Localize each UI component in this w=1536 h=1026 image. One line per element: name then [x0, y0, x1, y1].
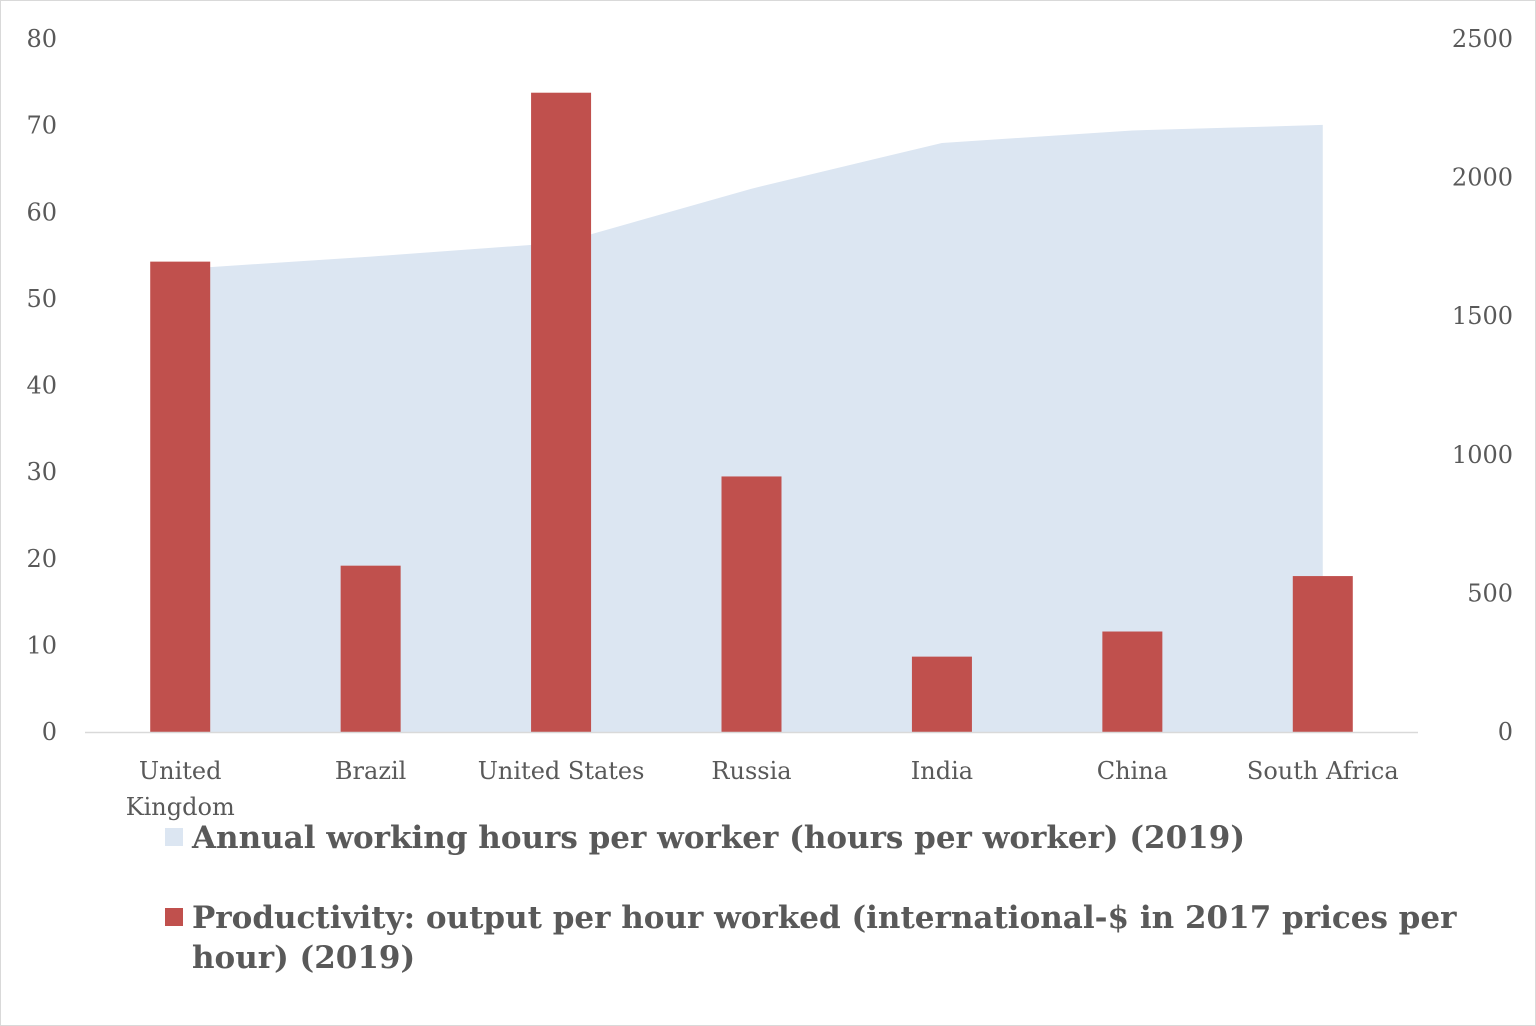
legend-swatch-productivity	[165, 908, 183, 926]
bar-layer	[150, 92, 1353, 732]
left-tick-label: 30	[26, 458, 57, 486]
left-tick-label: 70	[26, 112, 57, 140]
category-label: Russia	[711, 757, 791, 785]
left-tick-label: 60	[26, 198, 57, 226]
right-tick-label: 0	[1498, 718, 1513, 746]
bar-productivity-4	[911, 656, 972, 732]
right-tick-label: 1500	[1452, 302, 1513, 330]
right-tick-label: 2500	[1452, 25, 1513, 53]
bar-productivity-6	[1292, 576, 1353, 732]
bar-productivity-3	[721, 476, 782, 732]
left-tick-label: 20	[26, 545, 57, 573]
legend-swatch-working-hours	[165, 828, 183, 846]
area-series-working-hours	[180, 124, 1323, 732]
left-tick-label: 40	[26, 372, 57, 400]
bar-productivity-0	[150, 261, 211, 732]
bar-productivity-1	[340, 565, 401, 732]
legend: Annual working hours per worker (hours p…	[165, 820, 1457, 976]
right-tick-label: 2000	[1452, 164, 1513, 192]
left-tick-label: 10	[26, 631, 57, 659]
category-label: United Kingdom	[126, 757, 235, 821]
left-tick-label: 0	[42, 718, 57, 746]
category-label: Brazil	[335, 757, 406, 785]
axis-layer: 0 10 20 30 40 50 60 70 80 0 500 1000 1500 2000 2500 Uni…	[26, 25, 1513, 821]
category-label: China	[1097, 757, 1168, 785]
category-label: South Africa	[1247, 757, 1399, 785]
legend-label-productivity: Productivity: output per hour worked (in…	[192, 900, 1457, 976]
area-layer	[180, 124, 1323, 732]
bar-productivity-5	[1102, 631, 1163, 732]
right-tick-label: 1000	[1452, 441, 1513, 469]
left-tick-label: 50	[26, 285, 57, 313]
category-label: India	[911, 757, 973, 785]
bar-productivity-2	[531, 92, 592, 732]
category-label: United States	[478, 757, 645, 785]
legend-label-working-hours: Annual working hours per worker (hours p…	[191, 820, 1245, 856]
right-tick-label: 500	[1467, 579, 1513, 607]
left-tick-label: 80	[26, 25, 57, 53]
